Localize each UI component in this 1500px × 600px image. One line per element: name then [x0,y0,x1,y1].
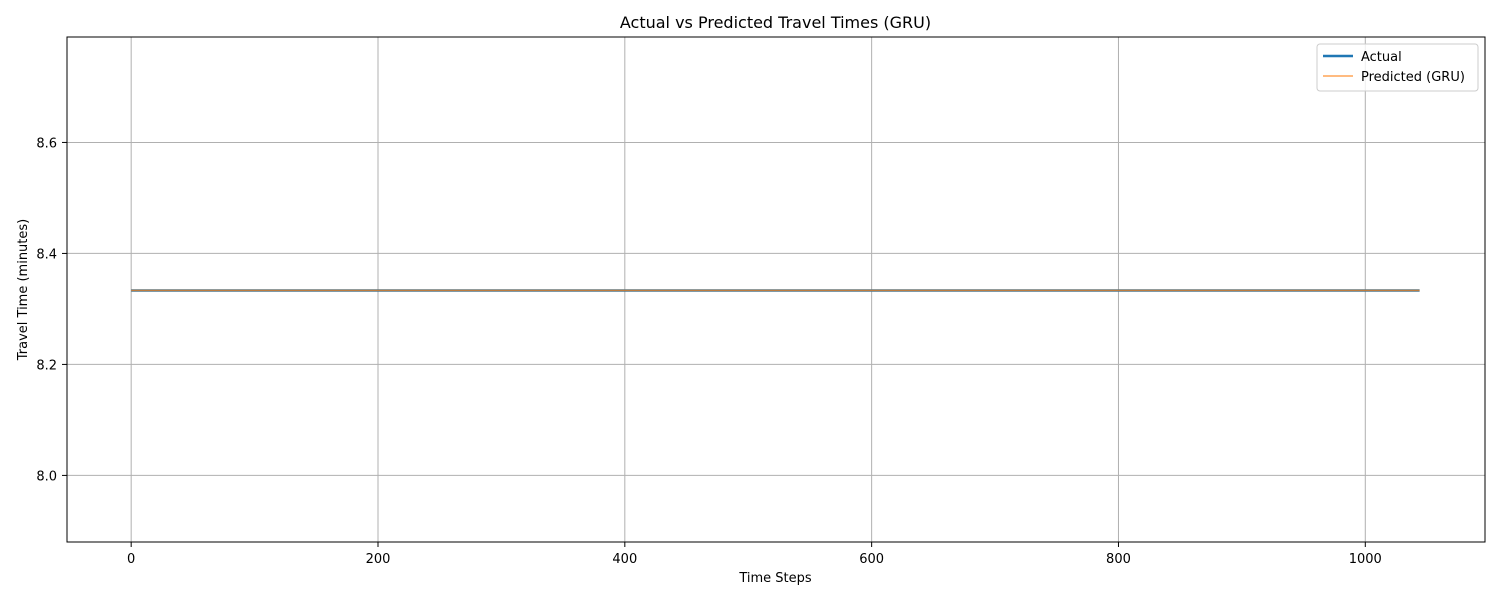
x-axis-label: Time Steps [738,571,812,586]
legend-box [1316,43,1479,92]
x-tick-label: 800 [1106,552,1131,567]
x-tick-label: 600 [859,552,884,567]
legend-label: Actual [1361,50,1402,65]
y-tick-label: 8.2 [36,358,57,373]
x-tick-label: 200 [366,552,391,567]
chart-title: Actual vs Predicted Travel Times (GRU) [620,13,931,32]
y-tick-label: 8.6 [36,136,57,151]
y-axis-label: Travel Time (minutes) [16,219,31,362]
y-tick-label: 8.4 [36,247,57,262]
y-tick-label: 8.0 [36,469,57,484]
x-tick-label: 400 [612,552,637,567]
plot-frame [66,36,1486,543]
x-tick-label: 0 [127,552,135,567]
x-axis: 0 200 400 600 800 1000 [127,542,1382,567]
legend-label: Predicted (GRU) [1361,70,1465,85]
legend: Actual Predicted (GRU) [1316,43,1479,92]
y-axis: 8.0 8.2 8.4 8.6 [36,136,67,484]
x-tick-label: 1000 [1349,552,1382,567]
